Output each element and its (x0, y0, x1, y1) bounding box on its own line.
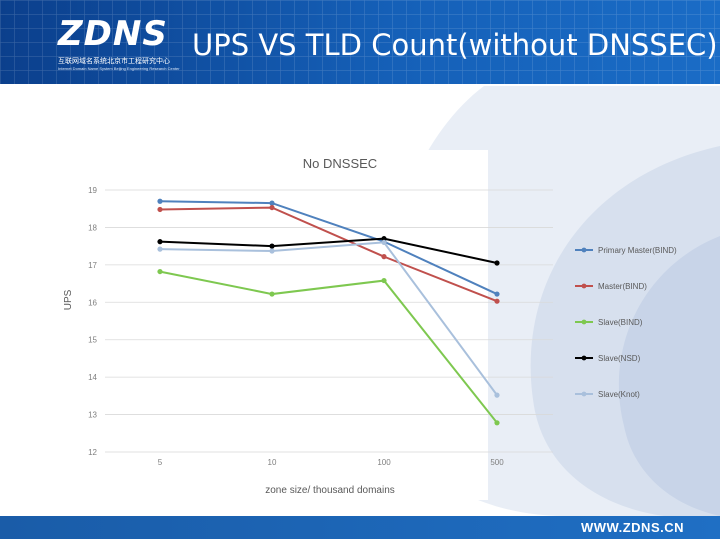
x-tick-label-5: 5 (158, 458, 163, 467)
legend-marker-slave-nsd (581, 355, 587, 361)
legend-label-slave-nsd: Slave(NSD) (598, 354, 641, 363)
logo-wordmark: ZDNS (58, 14, 168, 54)
data-point-master-bind-5 (157, 206, 163, 213)
data-point-slave-knot-5 (157, 246, 163, 252)
data-point-slave-knot-10 (269, 248, 275, 254)
legend-marker-primary-master-bind (581, 247, 587, 253)
data-point-master-bind-500 (494, 298, 500, 304)
data-point-slave-bind-5 (157, 268, 163, 275)
slide-title: UPS VS TLD Count(without DNSSEC) (192, 28, 718, 62)
data-point-slave-nsd-500 (494, 260, 500, 266)
y-tick-label-19: 19 (88, 186, 97, 195)
data-point-slave-nsd-100 (381, 236, 387, 242)
zdns-logo: ZDNS 互联网域名系统北京市工程研究中心 Internet Domain Na… (52, 14, 190, 74)
x-tick-label-500: 500 (490, 458, 504, 467)
legend-label-slave-knot: Slave(Knot) (598, 390, 640, 399)
data-point-slave-knot-100 (381, 239, 387, 245)
data-point-master-bind-10 (269, 204, 275, 211)
series-line-master-bind (159, 206, 498, 303)
series-line-primary-master-bind (159, 200, 498, 295)
chart-series (157, 198, 500, 426)
chart-legend: Primary Master(BIND) Master(BIND) Slave(BI… (575, 246, 677, 399)
legend-label-master-bind: Master(BIND) (598, 282, 647, 291)
y-tick-label-15: 15 (88, 336, 97, 345)
x-tick-label-10: 10 (268, 458, 277, 467)
x-axis-label: zone size/ thousand domains (265, 485, 395, 496)
slide-footer: WWW.ZDNS.CN (0, 516, 720, 539)
data-point-slave-bind-500 (494, 420, 500, 426)
y-tick-label-12: 12 (88, 448, 97, 457)
series-line-slave-nsd (159, 237, 498, 264)
y-tick-label-16: 16 (88, 298, 97, 307)
data-point-primary-master-bind-5 (157, 198, 163, 204)
logo-english-name: Internet Domain Name System Beijing Engi… (58, 66, 180, 71)
y-axis-ticks: 12 13 14 15 16 17 18 19 (88, 186, 97, 457)
y-axis-label: UPS (63, 289, 74, 310)
chart-title: No DNSSEC (303, 156, 377, 171)
legend-label-primary-master-bind: Primary Master(BIND) (598, 246, 677, 255)
data-point-slave-bind-100 (381, 277, 387, 284)
chart-gridlines (105, 189, 553, 453)
y-tick-label-14: 14 (88, 373, 97, 382)
data-point-master-bind-100 (381, 254, 387, 260)
y-tick-label-17: 17 (88, 261, 97, 270)
y-tick-label-13: 13 (88, 411, 97, 420)
data-point-primary-master-bind-10 (269, 200, 275, 206)
x-axis-ticks: 5 10 100 500 (158, 458, 504, 467)
data-point-primary-master-bind-500 (494, 291, 500, 297)
data-point-slave-nsd-5 (157, 239, 163, 245)
slide-header: ZDNS 互联网域名系统北京市工程研究中心 Internet Domain Na… (0, 0, 720, 84)
legend-marker-slave-bind (581, 319, 587, 325)
header-grid-pattern (0, 0, 720, 84)
series-line-slave-knot (159, 241, 498, 396)
x-tick-label-100: 100 (377, 458, 391, 467)
footer-url: WWW.ZDNS.CN (581, 520, 684, 535)
legend-marker-slave-knot (581, 391, 587, 397)
logo-chinese-name: 互联网域名系统北京市工程研究中心 (58, 58, 170, 65)
series-line-slave-bind (159, 270, 498, 424)
data-point-slave-knot-500 (494, 392, 500, 398)
y-tick-label-18: 18 (88, 223, 97, 232)
data-point-slave-nsd-10 (269, 243, 275, 249)
legend-label-slave-bind: Slave(BIND) (598, 318, 643, 327)
data-point-slave-bind-10 (269, 291, 275, 297)
legend-marker-master-bind (581, 283, 587, 289)
